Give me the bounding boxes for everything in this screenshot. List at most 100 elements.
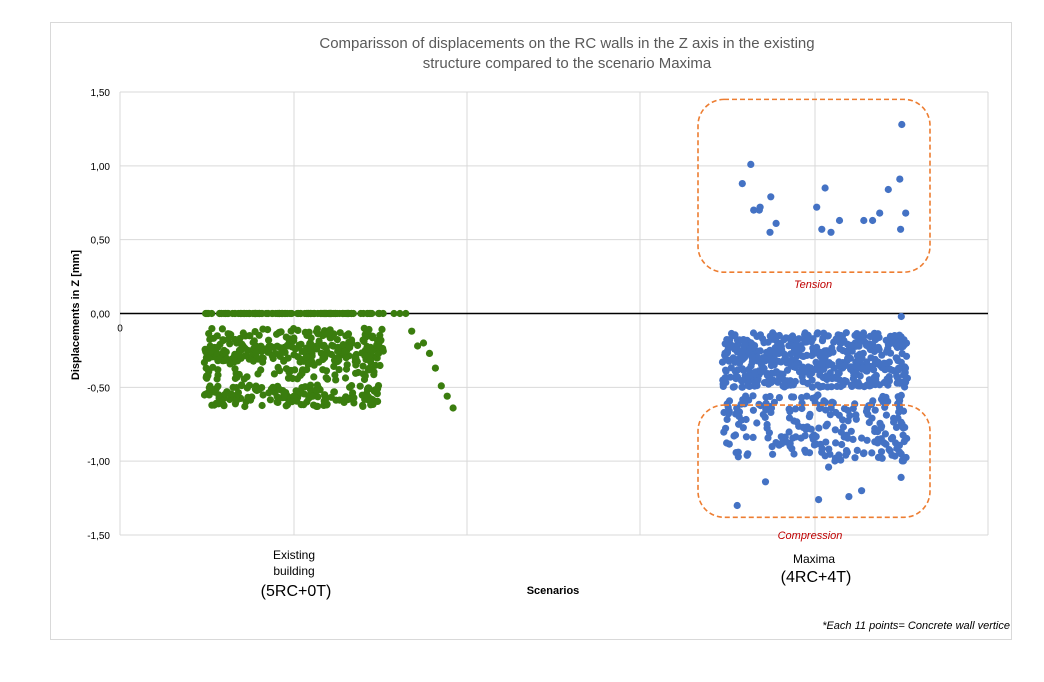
data-point-maxima (818, 448, 826, 456)
data-point-maxima (880, 439, 888, 447)
data-point-maxima (820, 329, 828, 337)
data-point-maxima (898, 350, 906, 358)
data-point-maxima (898, 456, 907, 464)
data-point-existing (319, 342, 327, 350)
data-point-outlier (825, 463, 833, 471)
data-point-maxima (735, 336, 744, 344)
data-point-outlier (897, 312, 905, 321)
data-point-maxima (884, 377, 893, 385)
data-point-maxima (881, 397, 889, 405)
data-point-existing (241, 352, 249, 360)
data-point-maxima (897, 358, 905, 366)
data-point-maxima (859, 450, 868, 458)
data-point-existing (205, 330, 213, 338)
data-point-maxima (798, 364, 807, 372)
data-point-outlier (897, 473, 905, 481)
data-point-existing (214, 343, 222, 351)
data-point-maxima (748, 340, 756, 348)
data-point-existing (240, 375, 248, 383)
data-point-maxima (891, 452, 899, 460)
data-point-maxima (874, 453, 883, 461)
data-point-maxima (804, 331, 812, 339)
data-point-maxima (825, 445, 833, 453)
data-point-maxima (739, 377, 747, 385)
data-point-maxima (802, 425, 810, 433)
compression-box (697, 404, 931, 519)
data-point-existing (302, 353, 310, 361)
y-tick-label: -0,50 (87, 383, 110, 394)
data-point-maxima (753, 332, 761, 340)
data-point-existing (379, 347, 387, 355)
data-point-maxima-tension (755, 206, 763, 214)
x-origin-label: 0 (117, 324, 123, 335)
data-point-maxima (818, 337, 827, 345)
data-point-maxima (753, 419, 761, 427)
data-point-existing (330, 388, 338, 396)
data-point-maxima (863, 381, 871, 389)
data-point-maxima (885, 446, 893, 454)
y-tick-label: 1,00 (91, 162, 111, 173)
data-point-maxima (893, 372, 901, 380)
data-point-maxima (825, 359, 833, 367)
data-point-existing (374, 397, 382, 405)
data-point-existing (240, 309, 248, 318)
data-point-existing (327, 309, 335, 318)
data-point-outlier (443, 392, 451, 400)
data-point-existing (251, 328, 259, 336)
data-point-existing (207, 347, 215, 355)
data-point-maxima (721, 340, 729, 348)
data-point-maxima (799, 378, 807, 386)
data-point-existing (339, 341, 347, 349)
data-point-existing (202, 364, 210, 372)
data-point-maxima (803, 338, 811, 346)
data-point-maxima-tension (835, 216, 844, 225)
data-point-existing (359, 402, 367, 410)
data-point-existing (354, 341, 362, 349)
data-point-maxima (886, 332, 895, 340)
data-point-maxima (777, 433, 785, 441)
data-point-existing (334, 347, 342, 355)
data-point-existing (351, 352, 359, 360)
data-point-existing (348, 382, 356, 390)
data-point-maxima (725, 397, 734, 405)
data-point-maxima (816, 348, 824, 356)
data-point-existing (336, 329, 344, 337)
data-point-maxima (798, 394, 806, 402)
data-point-existing (221, 356, 229, 364)
data-point-existing (361, 352, 369, 360)
data-point-maxima (831, 457, 839, 465)
data-point-existing (301, 309, 309, 318)
data-point-maxima-tension (902, 209, 910, 217)
data-point-existing (282, 365, 291, 373)
data-point-existing (245, 381, 254, 389)
data-point-existing (375, 340, 383, 349)
data-point-maxima (834, 335, 842, 343)
data-point-existing (282, 333, 290, 341)
data-point-maxima (795, 348, 803, 356)
data-point-outlier (414, 342, 422, 350)
data-point-existing (268, 352, 276, 360)
data-point-existing (202, 348, 210, 356)
data-point-existing (332, 354, 340, 362)
data-point-maxima-tension (738, 180, 746, 188)
data-point-maxima (839, 380, 847, 388)
data-point-maxima (893, 444, 901, 453)
data-point-maxima (775, 394, 784, 402)
data-point-maxima (878, 422, 886, 430)
data-point-maxima (895, 366, 903, 374)
data-point-existing (219, 336, 227, 345)
data-point-maxima (720, 428, 728, 436)
data-point-existing (283, 309, 291, 318)
data-point-maxima (863, 436, 871, 444)
data-point-existing (330, 362, 338, 370)
data-point-maxima-tension (827, 228, 835, 236)
category-sub-maxima: (4RC+4T) (780, 569, 852, 586)
data-point-existing (359, 362, 367, 370)
data-point-existing (239, 329, 247, 337)
data-point-maxima (858, 354, 866, 362)
data-point-maxima (872, 378, 880, 386)
y-tick-label: 0,00 (91, 310, 111, 321)
data-point-maxima (828, 375, 836, 383)
data-point-maxima (864, 342, 872, 350)
